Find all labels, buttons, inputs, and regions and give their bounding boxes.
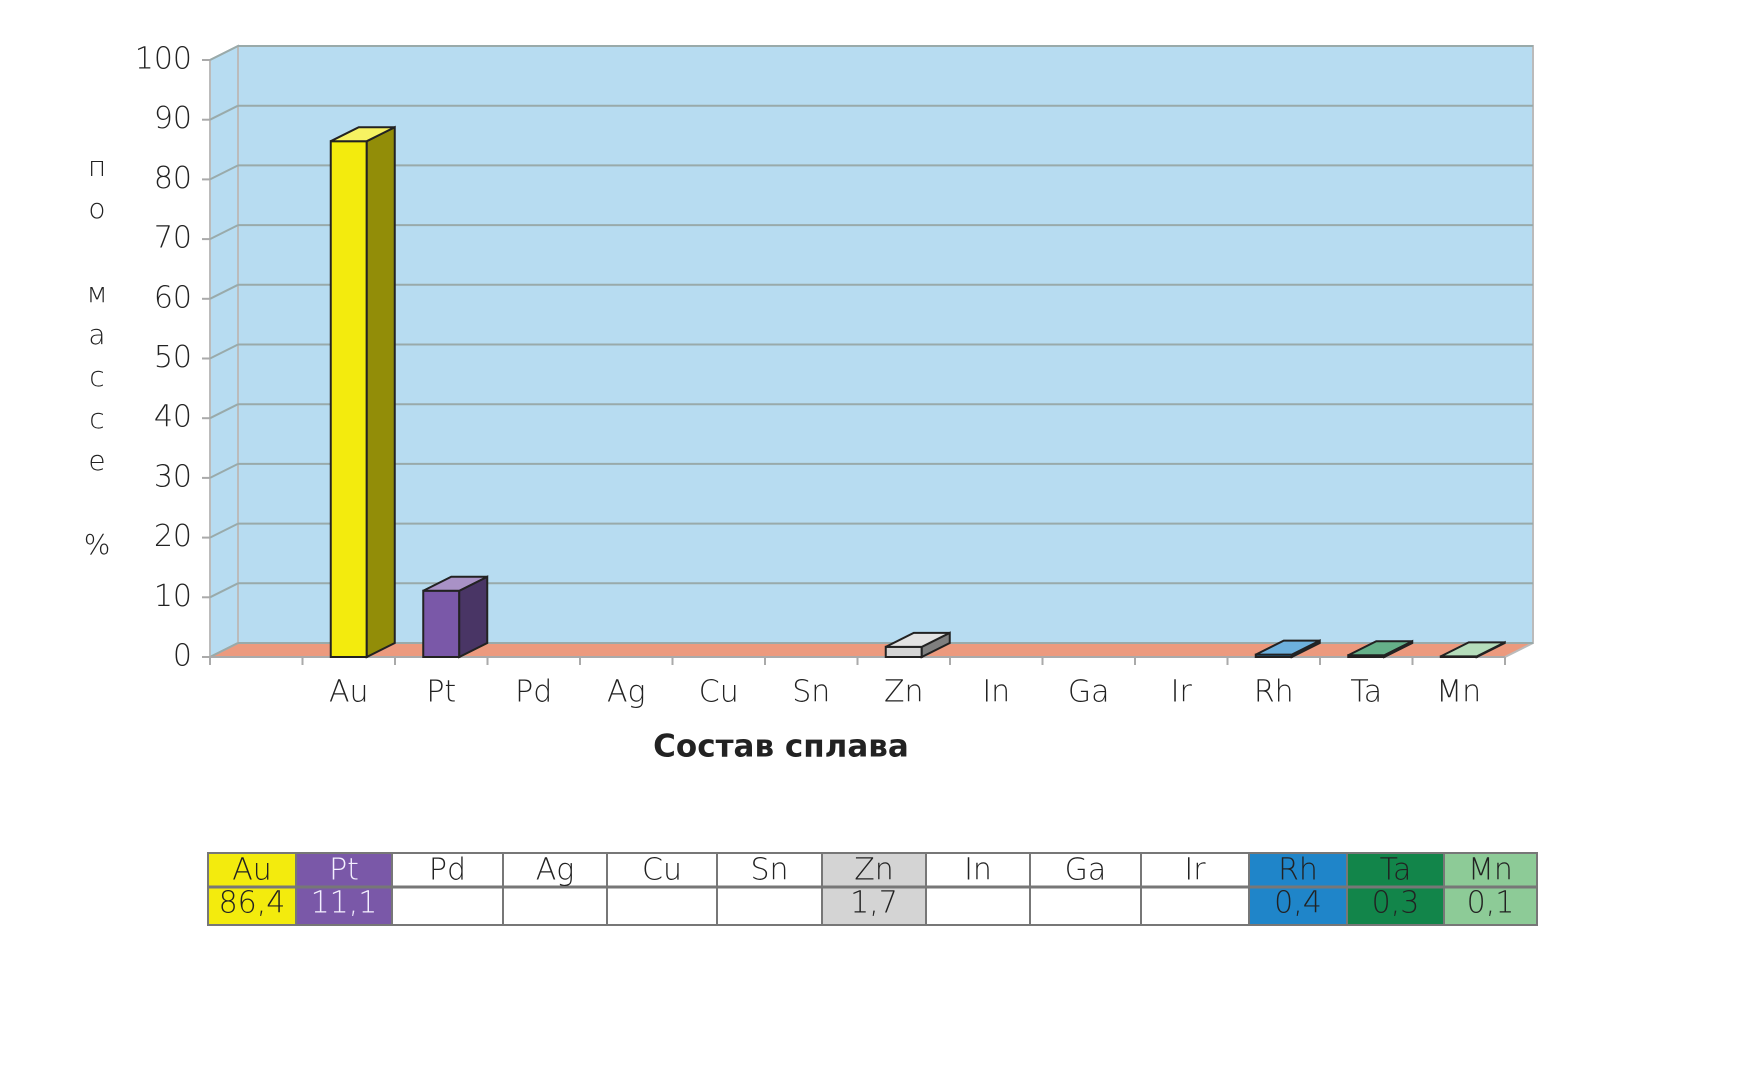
table-header: Au — [232, 853, 272, 888]
table-cell — [716, 852, 823, 926]
grid-line — [209, 45, 239, 61]
grid-line — [209, 164, 239, 181]
bar-top — [885, 631, 951, 648]
x-tick-label: Sn — [792, 675, 830, 710]
table-header: Ta — [1380, 853, 1412, 888]
table-cell — [606, 852, 718, 926]
bar-top — [1440, 641, 1506, 658]
bar-front — [884, 645, 923, 659]
y-tick-label: 0 — [173, 639, 192, 674]
table-header: Rh — [1278, 853, 1318, 888]
grid-line — [209, 224, 239, 240]
table-cell — [1346, 852, 1445, 926]
table-cell — [1443, 852, 1538, 926]
x-tick-label: Ta — [1350, 675, 1382, 710]
table-cell — [1248, 852, 1348, 926]
table-cell — [207, 852, 297, 926]
table-cell — [391, 852, 504, 926]
bar-top — [422, 575, 488, 592]
y-tick-label: 100 — [135, 42, 192, 77]
bar-top — [1347, 640, 1413, 657]
table-cell — [502, 852, 608, 926]
grid-line — [209, 283, 239, 300]
table-cell — [1140, 852, 1250, 926]
y-axis-label: по массе % — [81, 150, 114, 570]
y-tick-label: 80 — [154, 161, 192, 196]
x-tick-label: Ga — [1068, 675, 1110, 710]
grid-line — [209, 104, 239, 121]
table-header: Zn — [854, 853, 894, 888]
x-tick-label: Ag — [607, 675, 646, 710]
table-value: 0,3 — [1372, 886, 1420, 921]
x-tick-label: In — [982, 675, 1010, 710]
table-header: Ag — [536, 853, 575, 888]
table-value: 11,1 — [311, 886, 378, 921]
bar-top — [330, 126, 396, 143]
x-axis-label: Состав сплава — [653, 729, 909, 765]
y-tick-label: 40 — [154, 400, 192, 435]
floor — [209, 642, 1534, 658]
table-value: 86,4 — [219, 886, 286, 921]
table-header: Ir — [1184, 853, 1206, 888]
bar-front — [329, 140, 368, 658]
y-tick-label: 30 — [154, 459, 192, 494]
table-value: 0,4 — [1274, 886, 1322, 921]
x-tick-label: Ir — [1171, 675, 1193, 710]
table-header: Pt — [329, 853, 359, 888]
table-header: Sn — [750, 853, 788, 888]
table-header: In — [964, 853, 992, 888]
bar-top — [1255, 639, 1321, 656]
bar-side — [365, 125, 396, 659]
x-tick-label: Pt — [426, 675, 456, 710]
x-tick-label: Au — [329, 675, 369, 710]
table-header: Cu — [642, 853, 682, 888]
grid-line — [209, 582, 239, 599]
table-cell — [925, 852, 1031, 926]
x-tick-label: Rh — [1254, 675, 1294, 710]
x-tick-label: Zn — [884, 675, 924, 710]
x-tick-label: Cu — [699, 675, 739, 710]
grid-line — [209, 522, 239, 539]
y-tick-label: 20 — [154, 519, 192, 554]
table-cell — [295, 852, 393, 926]
grid-line — [209, 463, 239, 479]
grid-line — [209, 403, 239, 420]
table-value: 0,1 — [1467, 886, 1515, 921]
bar-front — [422, 589, 461, 658]
y-tick-label: 60 — [154, 280, 192, 315]
grid-line — [209, 642, 239, 658]
table-cell — [821, 852, 927, 926]
y-tick-label: 90 — [154, 101, 192, 136]
table-value: 1,7 — [850, 886, 898, 921]
table-header: Mn — [1468, 853, 1513, 888]
table-cell — [1029, 852, 1142, 926]
grid-line — [209, 343, 239, 360]
x-tick-label: Mn — [1436, 675, 1481, 710]
table-header: Pd — [429, 853, 466, 888]
y-tick-label: 70 — [154, 221, 192, 256]
y-tick-label: 10 — [154, 579, 192, 614]
y-tick-label: 50 — [154, 340, 192, 375]
table-header: Ga — [1065, 853, 1107, 888]
x-tick-label: Pd — [515, 675, 552, 710]
